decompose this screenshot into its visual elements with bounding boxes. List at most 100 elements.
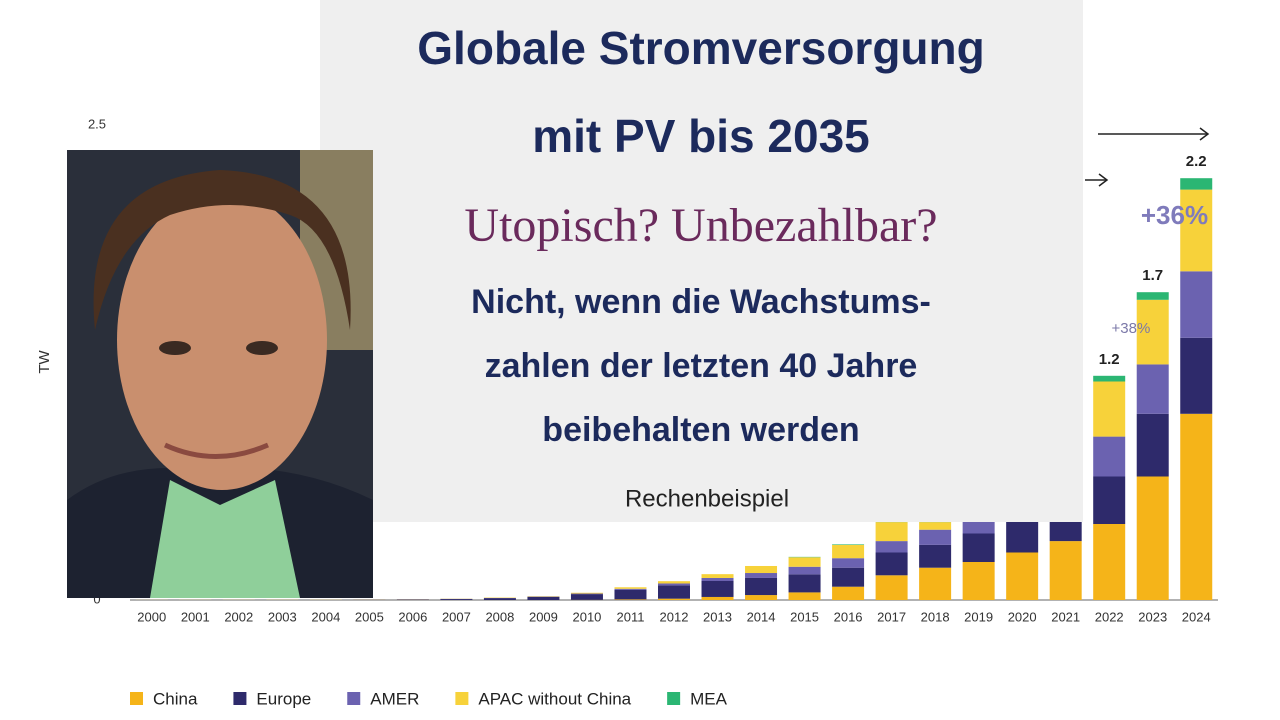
bar-segment xyxy=(875,552,908,576)
legend-label: APAC without China xyxy=(478,689,631,708)
bar-segment xyxy=(658,581,690,584)
overlay-panel xyxy=(320,0,1083,522)
bar-segment xyxy=(658,583,690,586)
bar-segment xyxy=(1049,541,1082,600)
x-tick-label: 2009 xyxy=(529,609,558,624)
x-tick-label: 2004 xyxy=(311,609,340,624)
chart: 0 2.5 TW 2000 2001 2002 2003 2004 2005 2006 2007 20… xyxy=(36,116,1218,708)
bar-segment xyxy=(832,544,865,559)
bar-segment xyxy=(1180,189,1213,272)
overlay-note: Rechenbeispiel xyxy=(625,485,789,512)
x-tick-label: 2005 xyxy=(355,609,384,624)
legend-swatch xyxy=(347,692,361,705)
legend-swatch xyxy=(233,692,247,705)
x-tick-label: 2006 xyxy=(398,609,427,624)
overlay-question: Utopisch? Unbezahlbar? xyxy=(464,199,937,252)
bar-segment xyxy=(701,577,734,581)
bar-segment xyxy=(570,594,603,600)
x-tick-label: 2020 xyxy=(1008,609,1037,624)
bar-segment xyxy=(701,574,734,578)
bar-segment xyxy=(1136,292,1169,300)
bar-segment xyxy=(701,596,734,600)
bar-segment xyxy=(745,577,778,596)
overlay-subtitle: zahlen der letzten 40 Jahre xyxy=(485,347,918,385)
x-tick-label: 2013 xyxy=(703,609,732,624)
bar-segment xyxy=(1180,337,1213,414)
portrait-photo xyxy=(67,150,373,598)
bar-segment xyxy=(614,589,647,600)
legend-swatch xyxy=(130,692,143,705)
total-label: 1.7 xyxy=(1142,267,1163,284)
bar-segment xyxy=(832,544,865,545)
overlay-subtitle: beibehalten werden xyxy=(542,411,859,449)
x-tick-label: 2015 xyxy=(790,609,819,624)
bar-segment xyxy=(919,522,952,530)
face xyxy=(117,190,327,490)
eye xyxy=(246,341,278,355)
x-tick-label: 2008 xyxy=(485,609,514,624)
x-tick-label: 2011 xyxy=(616,609,644,624)
bar-segment xyxy=(1093,436,1126,477)
bar-segment xyxy=(614,587,647,589)
y-axis-label: TW xyxy=(36,350,53,374)
bar-segment xyxy=(396,599,429,600)
bar-segment xyxy=(745,573,778,578)
bar-segment xyxy=(1006,520,1039,553)
bar-segment xyxy=(788,592,821,600)
bar-segment xyxy=(1093,476,1126,524)
bar-segment xyxy=(1093,381,1126,437)
bar-segment xyxy=(570,593,603,595)
bar-segment xyxy=(962,533,995,562)
bar-segment xyxy=(832,558,865,568)
bar-segment xyxy=(440,599,473,600)
mouth xyxy=(163,442,269,459)
arrow-head xyxy=(1098,173,1109,187)
legend-swatch xyxy=(667,692,681,705)
x-tick-label: 2016 xyxy=(834,609,863,624)
shirt xyxy=(150,480,300,598)
y-tick-label: 2.5 xyxy=(88,116,106,131)
bar-segment xyxy=(919,567,952,600)
legend-label: AMER xyxy=(370,689,419,708)
bar-segment xyxy=(875,541,908,553)
growth-label: +38% xyxy=(1112,320,1151,337)
bar-segment xyxy=(832,586,865,600)
x-tick-label: 2012 xyxy=(660,609,689,624)
overlay-title: mit PV bis 2035 xyxy=(532,110,870,162)
growth-label: +36% xyxy=(1141,200,1208,230)
bar-segment xyxy=(745,565,778,574)
x-tick-label: 2014 xyxy=(747,609,776,624)
total-label: 1.2 xyxy=(1099,351,1120,368)
bar-segment xyxy=(1180,413,1213,600)
bar-segment xyxy=(919,529,952,545)
x-tick-label: 2022 xyxy=(1095,609,1124,624)
eye xyxy=(159,341,191,355)
legend-label: China xyxy=(153,689,198,708)
x-tick-label: 2019 xyxy=(964,609,993,624)
x-tick-label: 2000 xyxy=(137,609,166,624)
bar-segment xyxy=(832,567,865,587)
bar-segment xyxy=(919,544,952,568)
x-tick-label: 2001 xyxy=(181,609,210,624)
x-tick-label: 2023 xyxy=(1138,609,1167,624)
x-tick-label: 2018 xyxy=(921,609,950,624)
bar-segment xyxy=(658,598,690,600)
x-tick-label: 2003 xyxy=(268,609,297,624)
arrow-head xyxy=(1199,127,1210,141)
bar-segment xyxy=(1180,178,1213,190)
bar-segment xyxy=(745,595,778,600)
x-tick-label: 2017 xyxy=(877,609,906,624)
bar-segment xyxy=(788,574,821,593)
bar-segment xyxy=(962,520,995,534)
bar-segment xyxy=(788,566,821,575)
y-tick-label: 0 xyxy=(93,591,100,606)
bar-segment xyxy=(614,599,647,600)
bar-segment xyxy=(1136,299,1169,365)
bar-segment xyxy=(875,575,908,600)
x-tick-label: 2021 xyxy=(1051,609,1080,624)
bar-segment xyxy=(1093,524,1126,600)
bar-segment xyxy=(1093,375,1126,382)
bar-segment xyxy=(701,581,734,597)
bar-segment xyxy=(875,522,908,542)
